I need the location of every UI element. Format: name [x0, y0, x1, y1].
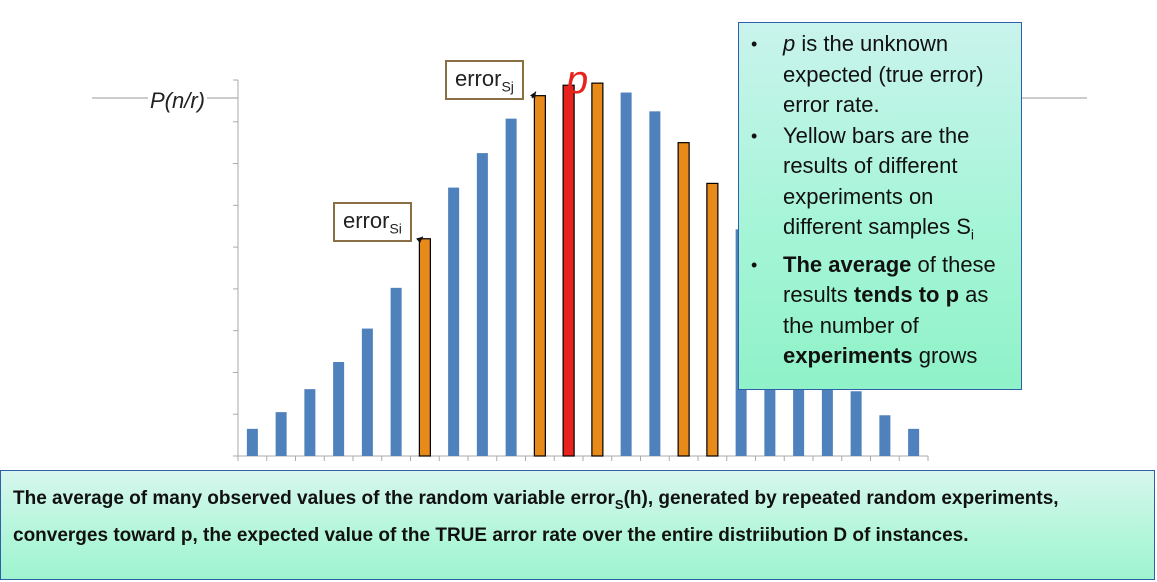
- bar-sample: [591, 82, 604, 457]
- callout-error-si: errorSi: [333, 202, 412, 243]
- note-3-text-3: grows: [912, 343, 978, 369]
- note-1-italic: p: [783, 31, 796, 56]
- bar: [275, 412, 287, 456]
- bar-sample: [418, 238, 431, 457]
- callout-error-si-text: error: [343, 208, 390, 233]
- y-axis-label: P(n/r): [148, 88, 207, 114]
- chart-axes: [233, 79, 929, 461]
- bar: [850, 391, 862, 456]
- bar-sample: [533, 95, 546, 457]
- callout-error-sj-sub: Sj: [501, 78, 514, 95]
- arrow-error-sj-head: [529, 91, 536, 99]
- bar: [246, 428, 258, 456]
- chart-bars: [246, 82, 920, 457]
- bar: [879, 415, 891, 456]
- bar-sample: [677, 142, 690, 457]
- arrow-error-si-head: [416, 236, 423, 244]
- bar-sample: [706, 182, 719, 457]
- note-3-bold-3: experiments: [783, 343, 913, 369]
- bar: [390, 287, 402, 456]
- note-1-text: is the unknown expected (true error) err…: [783, 31, 984, 117]
- note-item-3: The average of these results tends to p …: [745, 250, 1013, 372]
- bar: [649, 111, 661, 456]
- p-label: p: [566, 58, 589, 102]
- bar: [361, 328, 373, 456]
- bar: [821, 356, 833, 456]
- notes-list: p is the unknown expected (true error) e…: [745, 29, 1013, 372]
- callout-error-sj-text: error: [455, 66, 502, 91]
- bar: [505, 118, 517, 457]
- bar: [620, 92, 632, 457]
- bar: [448, 187, 460, 457]
- bar: [304, 389, 316, 456]
- note-3-text-1: of these results: [783, 251, 996, 308]
- note-item-1: p is the unknown expected (true error) e…: [745, 29, 1013, 121]
- caption-sub: S: [614, 496, 624, 512]
- callout-error-si-sub: Si: [389, 220, 402, 237]
- note-item-2: Yellow bars are the results of different…: [745, 121, 1013, 250]
- bar-expected: [562, 84, 575, 457]
- caption-part-1: The average of many observed values of t…: [13, 488, 615, 509]
- note-2-text: Yellow bars are the results of different…: [783, 122, 971, 240]
- bar: [476, 153, 488, 456]
- caption-box: The average of many observed values of t…: [0, 470, 1155, 580]
- note-2-sub: i: [970, 226, 975, 243]
- bar: [333, 362, 345, 456]
- bar: [908, 428, 920, 456]
- caption-part-2: (h), generated by repeated random experi…: [13, 488, 1059, 546]
- note-3-bold-2: tends to p: [853, 282, 960, 308]
- bar-chart: [92, 79, 1087, 461]
- callout-error-sj: errorSj: [445, 60, 524, 101]
- note-3-text-2: as the number of: [783, 282, 989, 338]
- notes-box: p is the unknown expected (true error) e…: [738, 22, 1022, 390]
- note-3-bold-1: The average: [783, 251, 912, 277]
